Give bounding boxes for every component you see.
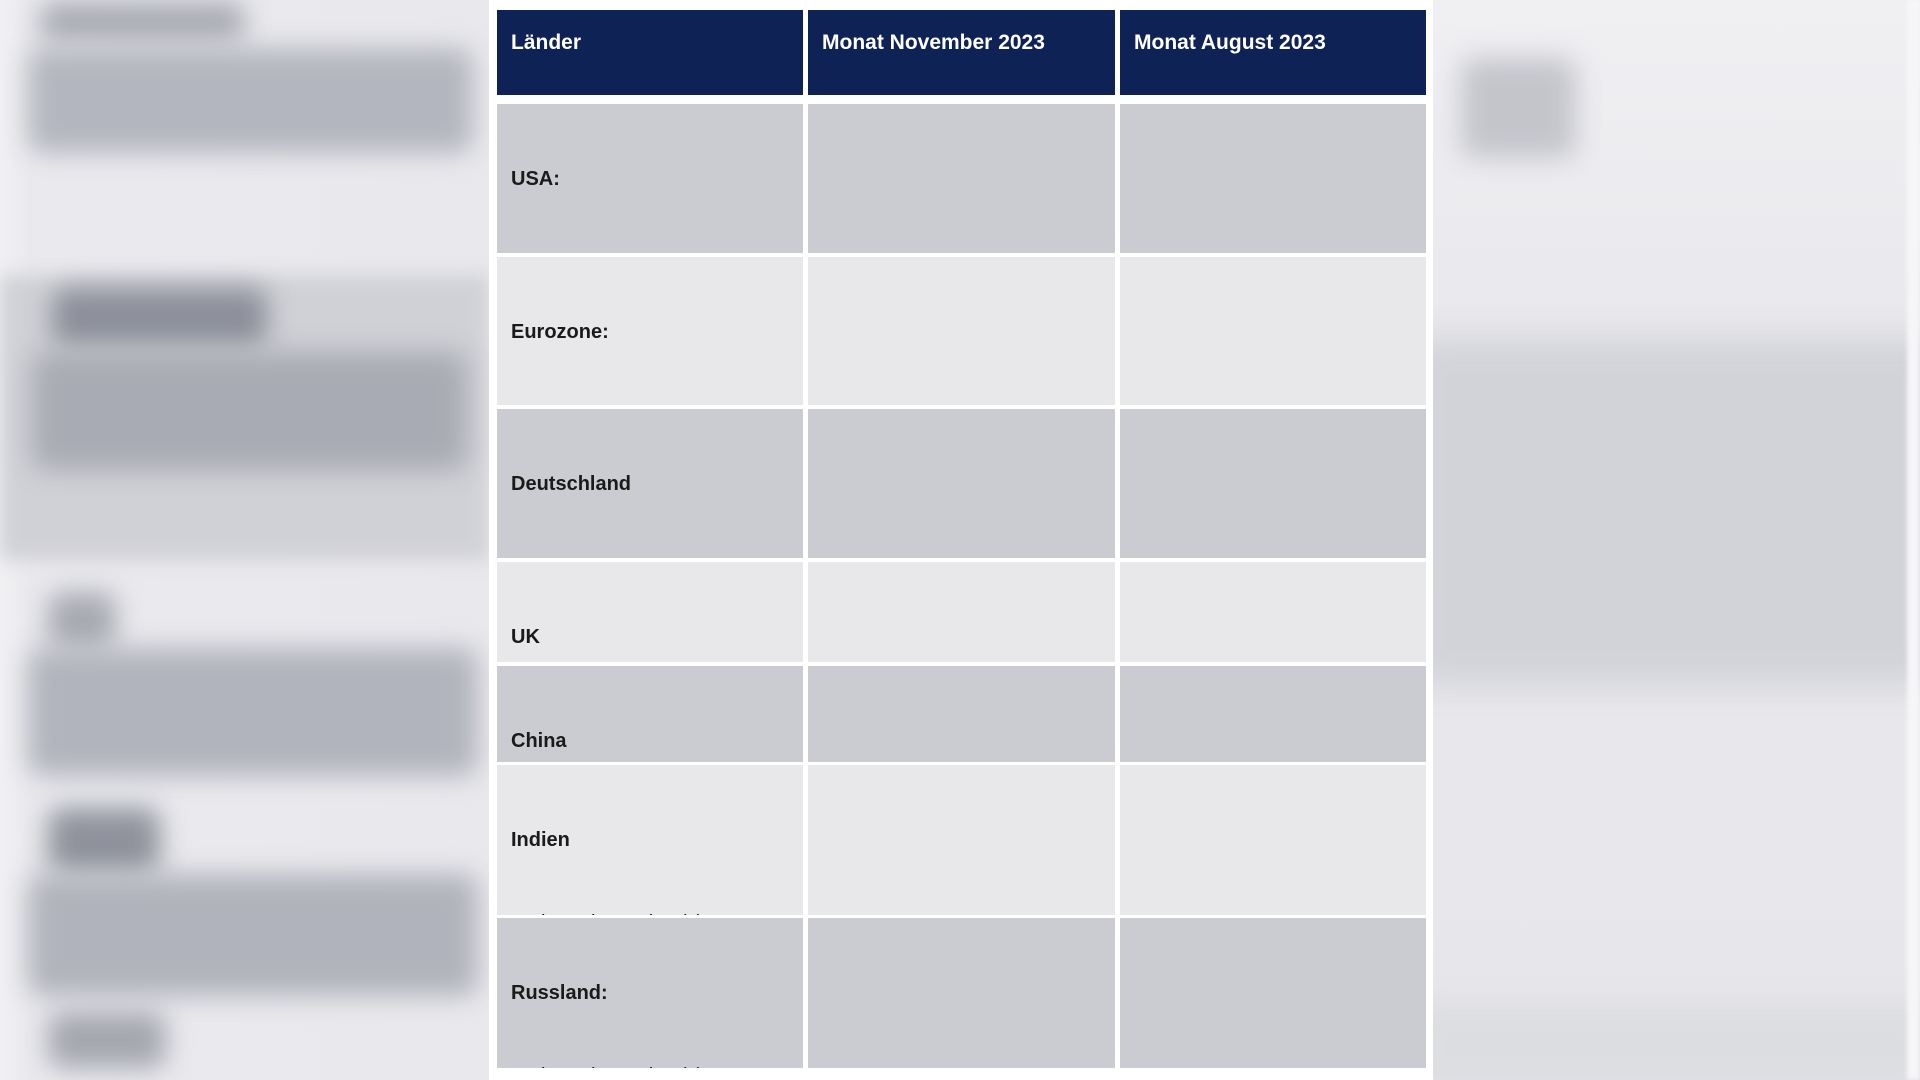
value-november: 3,1% — [822, 249, 1107, 254]
header-cell-november: Monat November 2023 — [808, 10, 1115, 95]
blurred-paragraph — [28, 874, 478, 996]
country-name: Indien — [511, 829, 570, 851]
blurred-headline — [52, 288, 267, 346]
country-name: USA: — [511, 168, 560, 190]
value-august: 6,1% — [1134, 554, 1418, 559]
blurred-band — [1433, 1002, 1920, 1080]
country-name: Deutschland — [511, 473, 632, 495]
value-august: 5,3% — [1134, 1063, 1418, 1069]
value-august: 6,8% — [1134, 910, 1418, 916]
table-row-china: China Verbraucherpreise (J) Erzeugerprei… — [497, 666, 1426, 762]
blurred-smudge — [1461, 58, 1576, 158]
blurred-paragraph — [28, 48, 473, 153]
header-cell-august: Monat August 2023 — [1120, 10, 1426, 95]
table-row-indien: Indien Verbraucherpreise (J) Erzeugerpre… — [497, 765, 1426, 915]
metric-label: Verbraucherpreise (J) — [511, 1063, 795, 1069]
blurred-paragraph — [32, 352, 467, 470]
table-row-usa: USA: Verbraucherpreise (J) Erzeugerpreis… — [497, 104, 1426, 253]
metric-label: Verbraucherpreise (J) — [511, 910, 795, 916]
metric-label: Verbraucherpreise (J) — [511, 249, 795, 254]
country-name: China — [511, 730, 567, 752]
blurred-heading — [40, 2, 245, 42]
blurred-headline — [48, 808, 160, 874]
page-edge-strip — [1907, 0, 1920, 1080]
blurred-background-left — [0, 0, 489, 1080]
value-august: 5,2% — [1134, 402, 1418, 406]
value-november: 5,55% — [822, 910, 1107, 916]
value-november: 2,4% — [822, 402, 1107, 406]
value-november: 3,2% — [822, 554, 1107, 559]
table-header-row: Länder Monat November 2023 Monat August … — [497, 10, 1426, 95]
table-row-deutschland: Deutschland Verbraucherpreise (J) Erzeug… — [497, 409, 1426, 558]
value-august: 3,7% — [1134, 249, 1418, 254]
table-row-uk: UK Verbraucherpreise (J) Erzeugerpreise … — [497, 562, 1426, 662]
metric-label: Verbraucherpreise (J) — [511, 402, 795, 406]
blurred-background-right — [1433, 0, 1920, 1080]
table-card: Länder Monat November 2023 Monat August … — [489, 0, 1433, 1080]
blurred-snippet — [48, 1012, 166, 1068]
blurred-paragraph — [28, 648, 478, 776]
prices-table: Länder Monat November 2023 Monat August … — [497, 10, 1426, 1068]
blurred-snippet — [48, 592, 116, 650]
value-november: 7,5% — [822, 1063, 1107, 1069]
blurred-band — [1433, 338, 1920, 686]
table-row-eurozone: Eurozone: Verbraucherpreise (J) Erzeuger… — [497, 257, 1426, 405]
metric-label: Verbraucherpreise (J) — [511, 554, 795, 559]
header-cell-laender: Länder — [497, 10, 803, 95]
country-name: UK — [511, 626, 540, 648]
country-name: Eurozone: — [511, 321, 609, 343]
table-row-russland: Russland: Verbraucherpreise (J) Erzeuger… — [497, 918, 1426, 1068]
country-name: Russland: — [511, 982, 608, 1004]
